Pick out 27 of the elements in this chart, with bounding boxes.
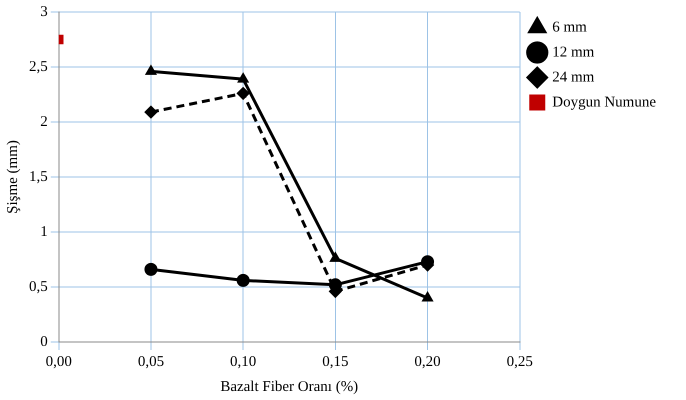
point [236,86,250,100]
x-tick-label: 0,05 [138,354,164,370]
legend-label: 6 mm [552,19,588,36]
x-tick-label: 0,25 [506,354,533,370]
point [237,72,249,83]
y-tick-label: 3 [40,4,48,20]
y-tick-label: 2,5 [29,58,48,75]
point [236,274,250,287]
point [144,106,158,119]
legend-label: 24 mm [552,69,595,86]
legend-label: Doygun Numune [552,94,656,110]
x-tick-label: 0,15 [322,354,348,370]
x-tick-label: 0,20 [414,354,441,370]
y-tick-label: 1,5 [29,168,48,185]
x-tick-label: 0,00 [46,354,72,370]
y-tick-label: 1 [40,224,48,240]
x-tick-label: 0,10 [230,354,256,370]
point [144,262,158,276]
legend-label: 12 mm [552,44,595,60]
x-axis-title: Bazalt Fiber Oranı (%) [220,378,358,395]
point [330,252,342,262]
y-tick-label: 2 [40,114,48,130]
y-tick-label: 0,5 [29,278,48,295]
y-tick-label: 0 [40,334,48,350]
point [422,292,434,302]
y-axis-title: Şişme (mm) [4,140,21,214]
point [145,64,157,75]
